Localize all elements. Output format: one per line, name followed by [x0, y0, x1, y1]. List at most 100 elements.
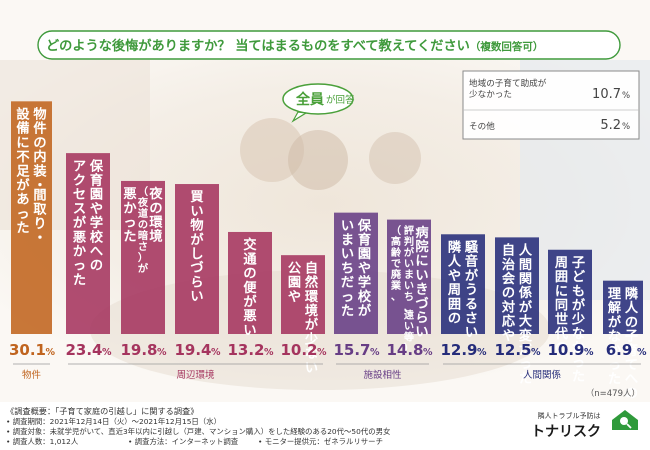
- value-unit: %: [423, 347, 433, 358]
- side-list-item: その他 5.2%: [469, 118, 630, 133]
- group-label: 物件: [22, 369, 42, 381]
- bar: [228, 231, 272, 334]
- bar: [175, 184, 219, 334]
- question-header: どのような後悔がありますか？ 当てはまるものをすべて教えてください（複数回答可）: [37, 30, 621, 60]
- bar-label: 病院にいきづらい: [415, 224, 429, 340]
- value-unit: %: [157, 347, 167, 358]
- bar-label: 夜の環境: [148, 185, 163, 245]
- footer-period: • 調査期間：2021年12月14日（火）～2021年12月15日（水）: [6, 417, 221, 426]
- bar: [387, 219, 431, 334]
- footer-target: • 調査対象：未就学児がいて、直近3年以内に引越し（戸建、マンション購入）をした…: [6, 427, 390, 436]
- value-label: 19.4: [174, 341, 211, 359]
- value-unit: %: [264, 347, 274, 358]
- bar-group: 買い物がしづらい: [175, 184, 219, 334]
- bar-label: 子どもが少なかった: [571, 255, 586, 385]
- value-unit: %: [637, 347, 647, 358]
- brand-tagline: 隣人トラブル予防は: [538, 411, 601, 420]
- group-bracket: 物件: [13, 363, 50, 381]
- bar-group: 物件の内装・間取り・設備に不足があった: [11, 101, 52, 335]
- side-item-label: 少なかった: [469, 89, 512, 100]
- bar-label: 保育園や学校が: [357, 217, 372, 319]
- sample-size: （n=479人）: [586, 388, 640, 399]
- group-bracket: 周辺環境: [68, 363, 323, 381]
- bar-label: 自治会の対応や: [502, 242, 516, 344]
- bar-sub-label: （高齢で廃業、: [390, 224, 402, 303]
- value-label: 30.1: [9, 341, 46, 359]
- side-item-label: その他: [469, 120, 495, 132]
- bar-sub-label: （夜道の暗さ）が: [137, 185, 149, 275]
- value-unit: %: [211, 347, 221, 358]
- bar-group: 夜の環境（夜道の暗さ）が悪かった: [121, 180, 165, 334]
- bar-label: 保育園や学校への: [89, 157, 104, 273]
- value-label: 15.7: [333, 341, 370, 359]
- bar-label: 理解がなかった: [608, 286, 622, 387]
- bar: [495, 237, 539, 334]
- bar-label: 人間関係が大変だった: [519, 243, 533, 387]
- bar-label: 隣人の子育てへの: [625, 285, 639, 401]
- side-item-unit: %: [622, 91, 630, 101]
- value-unit: %: [370, 347, 380, 358]
- group-label: 人間関係: [523, 370, 562, 381]
- bar-label: 周囲に同世代の: [554, 255, 569, 356]
- bar-sub-label: 評判がいまいち、遠い等）: [403, 224, 415, 355]
- side-item-value: 5.2: [600, 118, 621, 133]
- value-unit: %: [584, 347, 594, 358]
- bar: [66, 153, 110, 334]
- value-label: 6.9: [606, 341, 633, 359]
- bar: [334, 212, 378, 334]
- value-unit: %: [46, 347, 56, 358]
- footer-count: • 調査人数：1,012人: [6, 437, 79, 446]
- value-unit: %: [477, 347, 487, 358]
- side-item-unit: %: [622, 122, 630, 132]
- house-magnifier-icon: [612, 410, 638, 430]
- side-item-label: 地域の子育て助成が: [469, 77, 547, 89]
- footer: 《調査概要：「子育て家庭の引越し」に関する調査》 • 調査期間：2021年12月…: [0, 402, 650, 450]
- value-unit: %: [102, 347, 112, 358]
- value-label: 10.2: [280, 341, 317, 359]
- brand-name: トナリスク: [531, 424, 601, 440]
- bar: [603, 280, 643, 334]
- bar-label: 交通の便が悪い: [243, 236, 257, 338]
- footer-method: • 調査方法：インターネット調査: [128, 437, 239, 446]
- bar-label: 物件の内装・間取り・: [32, 106, 47, 247]
- footer-monitor: • モニター提供元：ゼネラルリサーチ: [258, 437, 383, 446]
- value-unit: %: [531, 347, 541, 358]
- group-label: 周辺環境: [176, 369, 215, 381]
- bar-label: いまいちだった: [341, 219, 354, 319]
- footer-survey-title: 《調査概要：「子育て家庭の引越し」に関する調査》: [6, 406, 198, 416]
- group-bracket: 施設相性: [336, 363, 429, 381]
- value-label: 12.5: [494, 341, 531, 359]
- side-item-value: 10.7: [592, 87, 621, 102]
- bar: [121, 180, 165, 334]
- value-label: 13.2: [227, 341, 264, 359]
- bar: [11, 101, 52, 335]
- value-label: 19.8: [120, 341, 157, 359]
- value-label: 14.8: [386, 341, 423, 359]
- bar-label: 自然環境が少ない: [304, 259, 319, 375]
- bar-label: 騒音がうるさい: [465, 239, 479, 340]
- question-note: （複数回答可）: [470, 40, 544, 53]
- bar: [281, 255, 325, 334]
- group-bracket: 人間関係: [443, 363, 641, 381]
- value-label: 12.9: [440, 341, 477, 359]
- group-label: 施設相性: [363, 369, 402, 381]
- bar-label: 買い物がしづらい: [190, 189, 204, 304]
- value-label: 10.9: [547, 341, 584, 359]
- bar: [548, 249, 592, 334]
- all-respondents-badge: 全員 が回答: [282, 83, 355, 123]
- badge-all-text: 全員: [295, 91, 324, 108]
- bar-label: 公園や: [288, 260, 302, 304]
- bar-label: 悪かった: [123, 186, 137, 245]
- badge-suffix-text: が回答: [326, 94, 355, 106]
